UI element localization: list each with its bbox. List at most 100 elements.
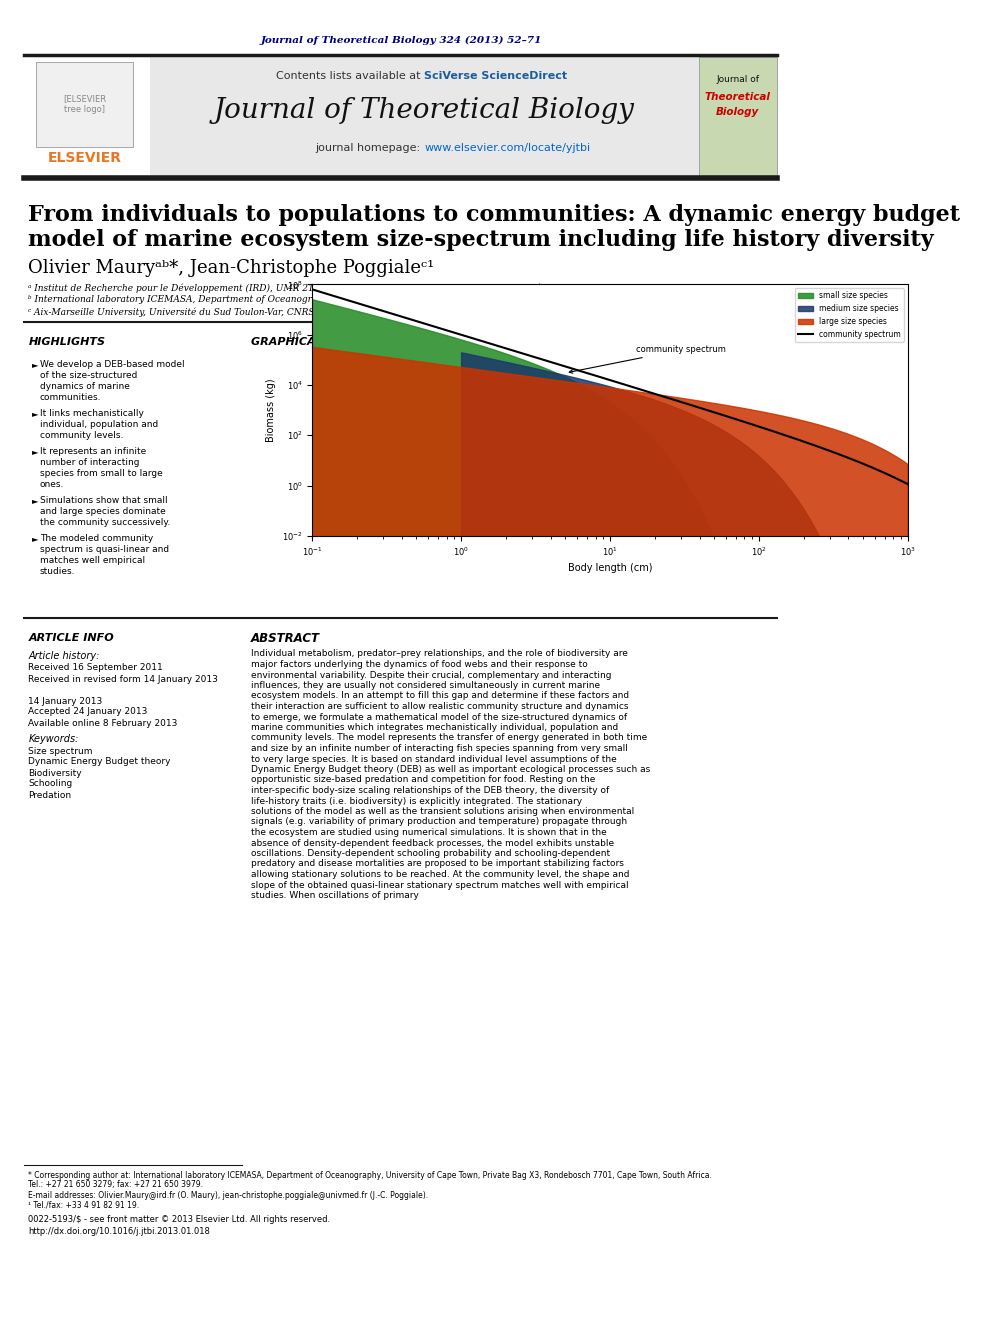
Text: Received in revised form 14 January 2013: Received in revised form 14 January 2013 <box>29 675 218 684</box>
Text: Received 16 September 2011: Received 16 September 2011 <box>29 664 163 672</box>
Text: Simulations show that small: Simulations show that small <box>40 496 168 505</box>
Text: of the size-structured: of the size-structured <box>40 370 137 380</box>
Text: journal homepage:: journal homepage: <box>315 143 425 153</box>
Text: oscillations. Density-dependent schooling probability and schooling-dependent: oscillations. Density-dependent schoolin… <box>251 849 610 859</box>
Text: ►: ► <box>33 360 39 369</box>
Text: and size by an infinite number of interacting fish species spanning from very sm: and size by an infinite number of intera… <box>251 744 627 753</box>
community spectrum <box>795 433 806 448</box>
Text: the community successively.: the community successively. <box>40 519 170 527</box>
Text: matches well empirical: matches well empirical <box>40 556 145 565</box>
Text: E-mail addresses: Olivier.Maury@ird.fr (O. Maury), jean-christophe.poggiale@univ: E-mail addresses: Olivier.Maury@ird.fr (… <box>29 1191 429 1200</box>
Text: absence of density-dependent feedback processes, the model exhibits unstable: absence of density-dependent feedback pr… <box>251 839 614 848</box>
Text: number of interacting: number of interacting <box>40 458 139 467</box>
Text: Theoretical: Theoretical <box>705 93 771 102</box>
Text: ARTICLE INFO: ARTICLE INFO <box>29 632 114 643</box>
Text: Contents lists available at: Contents lists available at <box>277 71 425 81</box>
Text: Article history:: Article history: <box>29 651 99 662</box>
Text: opportunistic size-based predation and competition for food. Resting on the: opportunistic size-based predation and c… <box>251 775 595 785</box>
Text: Journal of Theoretical Biology 324 (2013) 52–71: Journal of Theoretical Biology 324 (2013… <box>260 36 542 45</box>
community spectrum <box>593 369 605 385</box>
Text: www.elsevier.com/locate/yjtbi: www.elsevier.com/locate/yjtbi <box>425 143 590 153</box>
Text: studies.: studies. <box>40 568 75 576</box>
Text: predatory and disease mortalities are proposed to be important stabilizing facto: predatory and disease mortalities are pr… <box>251 860 623 868</box>
community spectrum <box>888 470 900 486</box>
Text: [ELSEVIER
tree logo]: [ELSEVIER tree logo] <box>63 94 106 114</box>
Bar <box>150 57 699 177</box>
Text: ELSEVIER: ELSEVIER <box>48 151 122 165</box>
Text: spectrum is quasi-linear and: spectrum is quasi-linear and <box>40 545 169 554</box>
Text: ►: ► <box>33 409 39 418</box>
community spectrum <box>661 389 673 405</box>
Text: The modeled community: The modeled community <box>40 534 153 542</box>
Text: Journal of: Journal of <box>716 75 759 85</box>
Text: species from small to large: species from small to large <box>40 468 163 478</box>
Text: It links mechanistically: It links mechanistically <box>40 409 144 418</box>
Text: marine communities which integrates mechanistically individual, population and: marine communities which integrates mech… <box>251 722 618 732</box>
Text: studies. When oscillations of primary: studies. When oscillations of primary <box>251 890 419 900</box>
Text: Accepted 24 January 2013: Accepted 24 January 2013 <box>29 708 148 717</box>
Text: From individuals to populations to communities: A dynamic energy budget: From individuals to populations to commu… <box>29 204 960 226</box>
Y-axis label: Biomass (kg): Biomass (kg) <box>267 378 277 442</box>
Text: ᶜ Aix-Marseille University, Université du Sud Toulon-Var, CNRS/INSU, IRD, MIO, U: ᶜ Aix-Marseille University, Université d… <box>29 307 602 316</box>
Text: to very large species. It is based on standard individual level assumptions of t: to very large species. It is based on st… <box>251 754 616 763</box>
Text: slope of the obtained quasi-linear stationary spectrum matches well with empiric: slope of the obtained quasi-linear stati… <box>251 881 628 889</box>
Text: HIGHLIGHTS: HIGHLIGHTS <box>29 337 105 347</box>
Text: Tel.: +27 21 650 3279; fax: +27 21 650 3979.: Tel.: +27 21 650 3279; fax: +27 21 650 3… <box>29 1180 203 1189</box>
Text: ecosystem models. In an attempt to fill this gap and determine if these factors : ecosystem models. In an attempt to fill … <box>251 692 629 700</box>
Text: individual, population and: individual, population and <box>40 419 158 429</box>
Legend: small size species, medium size species, large size species, community spectrum: small size species, medium size species,… <box>795 288 904 341</box>
Text: ᵃ Institut de Recherche pour le Développement (IRD), UMR 212 EME, CRH, av. Jean : ᵃ Institut de Recherche pour le Développ… <box>29 283 619 292</box>
Text: 14 January 2013: 14 January 2013 <box>29 696 102 705</box>
Text: to emerge, we formulate a mathematical model of the size-structured dynamics of: to emerge, we formulate a mathematical m… <box>251 713 627 721</box>
X-axis label: Body length (cm): Body length (cm) <box>567 564 653 573</box>
Text: their interaction are sufficient to allow realistic community structure and dyna: their interaction are sufficient to allo… <box>251 703 628 710</box>
Text: ►: ► <box>33 534 39 542</box>
Text: ¹ Tel./fax: +33 4 91 82 91 19.: ¹ Tel./fax: +33 4 91 82 91 19. <box>29 1200 140 1209</box>
Text: Available online 8 February 2013: Available online 8 February 2013 <box>29 718 178 728</box>
Text: and large species dominate: and large species dominate <box>40 507 166 516</box>
Text: Dynamic Energy Budget theory: Dynamic Energy Budget theory <box>29 758 171 766</box>
Text: Olivier Mauryᵃᵇ*, Jean-Christophe Poggialeᶜ¹: Olivier Mauryᵃᵇ*, Jean-Christophe Poggia… <box>29 259 434 277</box>
Text: signals (e.g. variability of primary production and temperature) propagate throu: signals (e.g. variability of primary pro… <box>251 818 627 827</box>
Text: allowing stationary solutions to be reached. At the community level, the shape a: allowing stationary solutions to be reac… <box>251 871 629 878</box>
Text: life-history traits (i.e. biodiversity) is explicitly integrated. The stationary: life-history traits (i.e. biodiversity) … <box>251 796 581 806</box>
Text: Biodiversity: Biodiversity <box>29 769 82 778</box>
community spectrum <box>307 282 318 298</box>
Text: ABSTRACT: ABSTRACT <box>251 631 319 644</box>
Text: ᵇ International laboratory ICEMASA, Department of Oceanography, University of Ca: ᵇ International laboratory ICEMASA, Depa… <box>29 295 730 304</box>
Text: Biology: Biology <box>716 107 760 116</box>
Bar <box>37 62 133 147</box>
Bar <box>24 57 150 177</box>
Text: GRAPHICAL ABSTRACT: GRAPHICAL ABSTRACT <box>251 337 392 347</box>
Text: solutions of the model as well as the transient solutions arising when environme: solutions of the model as well as the tr… <box>251 807 634 816</box>
Bar <box>699 57 778 177</box>
Text: 0022-5193/$ - see front matter © 2013 Elsevier Ltd. All rights reserved.: 0022-5193/$ - see front matter © 2013 El… <box>29 1216 330 1225</box>
Text: We develop a DEB-based model: We develop a DEB-based model <box>40 360 185 369</box>
Text: http://dx.doi.org/10.1016/j.jtbi.2013.01.018: http://dx.doi.org/10.1016/j.jtbi.2013.01… <box>29 1228 210 1237</box>
community spectrum <box>902 476 914 492</box>
Text: influences, they are usually not considered simultaneously in current marine: influences, they are usually not conside… <box>251 681 599 691</box>
Text: community levels. The model represents the transfer of energy generated in both : community levels. The model represents t… <box>251 733 647 742</box>
Text: * Corresponding author at: International laboratory ICEMASA, Department of Ocean: * Corresponding author at: International… <box>29 1171 712 1180</box>
Text: community levels.: community levels. <box>40 431 123 441</box>
Line: community spectrum: community spectrum <box>312 290 908 484</box>
Text: Schooling: Schooling <box>29 779 72 789</box>
Text: Individual metabolism, predator–prey relationships, and the role of biodiversity: Individual metabolism, predator–prey rel… <box>251 650 627 659</box>
Text: major factors underlying the dynamics of food webs and their response to: major factors underlying the dynamics of… <box>251 660 587 669</box>
Text: It represents an infinite: It represents an infinite <box>40 447 146 456</box>
Text: the ecosystem are studied using numerical simulations. It is shown that in the: the ecosystem are studied using numerica… <box>251 828 606 837</box>
community spectrum <box>629 380 641 396</box>
community spectrum <box>589 368 601 384</box>
Text: community spectrum: community spectrum <box>569 345 726 373</box>
Text: ►: ► <box>33 496 39 505</box>
Text: ones.: ones. <box>40 480 63 490</box>
Text: inter-specific body-size scaling relationships of the DEB theory, the diversity : inter-specific body-size scaling relatio… <box>251 786 609 795</box>
Text: ►: ► <box>33 447 39 456</box>
Text: Dynamic Energy Budget theory (DEB) as well as important ecological processes suc: Dynamic Energy Budget theory (DEB) as we… <box>251 765 650 774</box>
Text: dynamics of marine: dynamics of marine <box>40 382 130 392</box>
Text: SciVerse ScienceDirect: SciVerse ScienceDirect <box>425 71 567 81</box>
Text: environmental variability. Despite their crucial, complementary and interacting: environmental variability. Despite their… <box>251 671 611 680</box>
Text: Journal of Theoretical Biology: Journal of Theoretical Biology <box>214 97 635 123</box>
Text: Size spectrum: Size spectrum <box>29 746 93 755</box>
Text: model of marine ecosystem size-spectrum including life history diversity: model of marine ecosystem size-spectrum … <box>29 229 934 251</box>
